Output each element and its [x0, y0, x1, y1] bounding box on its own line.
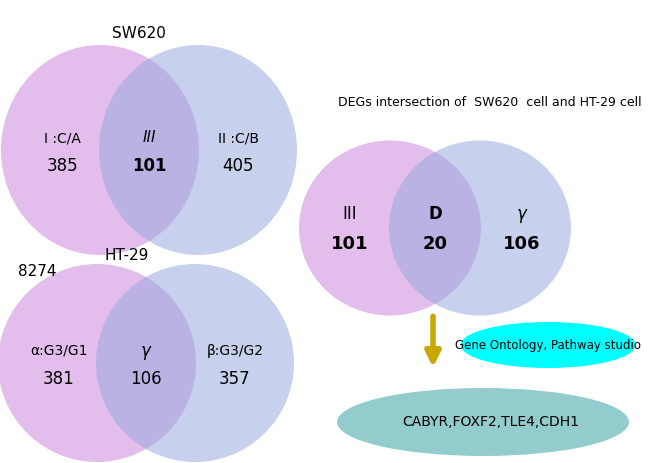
- Ellipse shape: [299, 140, 481, 315]
- Text: CABYR,FOXF2,TLE4,CDH1: CABYR,FOXF2,TLE4,CDH1: [402, 415, 580, 429]
- Text: 8274: 8274: [18, 264, 57, 280]
- Ellipse shape: [337, 388, 629, 456]
- Text: D: D: [428, 205, 442, 223]
- Text: 101: 101: [132, 157, 166, 175]
- Ellipse shape: [0, 264, 196, 462]
- Text: III: III: [142, 131, 156, 145]
- Text: Gene Ontology, Pathway studio: Gene Ontology, Pathway studio: [455, 338, 641, 351]
- Ellipse shape: [1, 45, 199, 255]
- Ellipse shape: [389, 140, 571, 315]
- Text: γ: γ: [517, 205, 527, 223]
- Text: 106: 106: [503, 235, 541, 253]
- Text: 106: 106: [130, 370, 162, 388]
- Text: β:G3/G2: β:G3/G2: [207, 344, 263, 358]
- Text: III: III: [343, 205, 358, 223]
- Text: 405: 405: [222, 157, 254, 175]
- Text: II :C/B: II :C/B: [218, 131, 259, 145]
- Text: γ: γ: [141, 342, 151, 360]
- Ellipse shape: [99, 45, 297, 255]
- Text: 20: 20: [422, 235, 447, 253]
- Ellipse shape: [460, 322, 636, 368]
- Text: 357: 357: [219, 370, 251, 388]
- Text: 385: 385: [46, 157, 78, 175]
- Ellipse shape: [96, 264, 294, 462]
- Text: SW620: SW620: [112, 25, 166, 40]
- Text: 101: 101: [332, 235, 369, 253]
- Text: DEGs intersection of  SW620  cell and HT-29 cell: DEGs intersection of SW620 cell and HT-2…: [338, 95, 642, 108]
- Text: HT-29: HT-29: [105, 249, 150, 263]
- Text: 381: 381: [43, 370, 75, 388]
- Text: I :C/A: I :C/A: [44, 131, 81, 145]
- Text: α:G3/G1: α:G3/G1: [31, 344, 88, 358]
